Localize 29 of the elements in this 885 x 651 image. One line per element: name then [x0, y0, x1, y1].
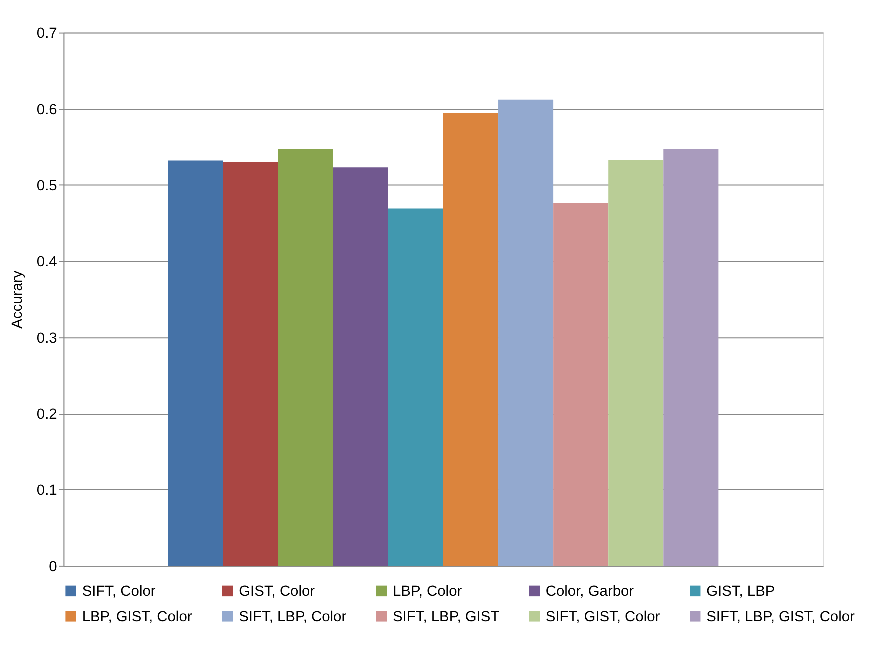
y-tick-label: 0.5	[36, 178, 58, 195]
legend-label: SIFT, GIST, Color	[546, 609, 660, 626]
y-tick-label: 0	[49, 559, 58, 576]
bar	[443, 114, 499, 566]
legend-label: SIFT, Color	[82, 584, 156, 600]
y-tick-label: 0.2	[36, 407, 58, 424]
bar	[664, 149, 719, 566]
bar	[223, 162, 278, 566]
bar	[388, 208, 444, 566]
y-tick-label: 0.6	[36, 102, 58, 118]
legend-label: LBP, GIST, Color	[82, 609, 192, 626]
y-tick-label: 0.3	[36, 330, 58, 347]
legend-label: SIFT, LBP, GIST, Color	[706, 609, 856, 626]
legend-label: GIST, LBP	[706, 584, 776, 600]
legend-label: LBP, Color	[393, 584, 462, 600]
bar	[498, 100, 554, 566]
bar	[608, 160, 664, 566]
bar	[168, 160, 224, 566]
y-tick-label: 0.4	[36, 254, 58, 271]
bar	[278, 149, 334, 566]
y-tick-label: 0.7	[36, 26, 58, 42]
bar	[554, 203, 609, 566]
bar	[333, 168, 388, 566]
y-tick-label: 0.1	[36, 483, 58, 500]
legend-label: SIFT, LBP, Color	[239, 609, 347, 626]
legend-label: SIFT, LBP, GIST	[393, 609, 500, 626]
legend-label: Color, Garbor	[546, 584, 634, 600]
legend-label: GIST, Color	[239, 584, 316, 600]
y-axis-title: Accurary	[10, 270, 26, 329]
